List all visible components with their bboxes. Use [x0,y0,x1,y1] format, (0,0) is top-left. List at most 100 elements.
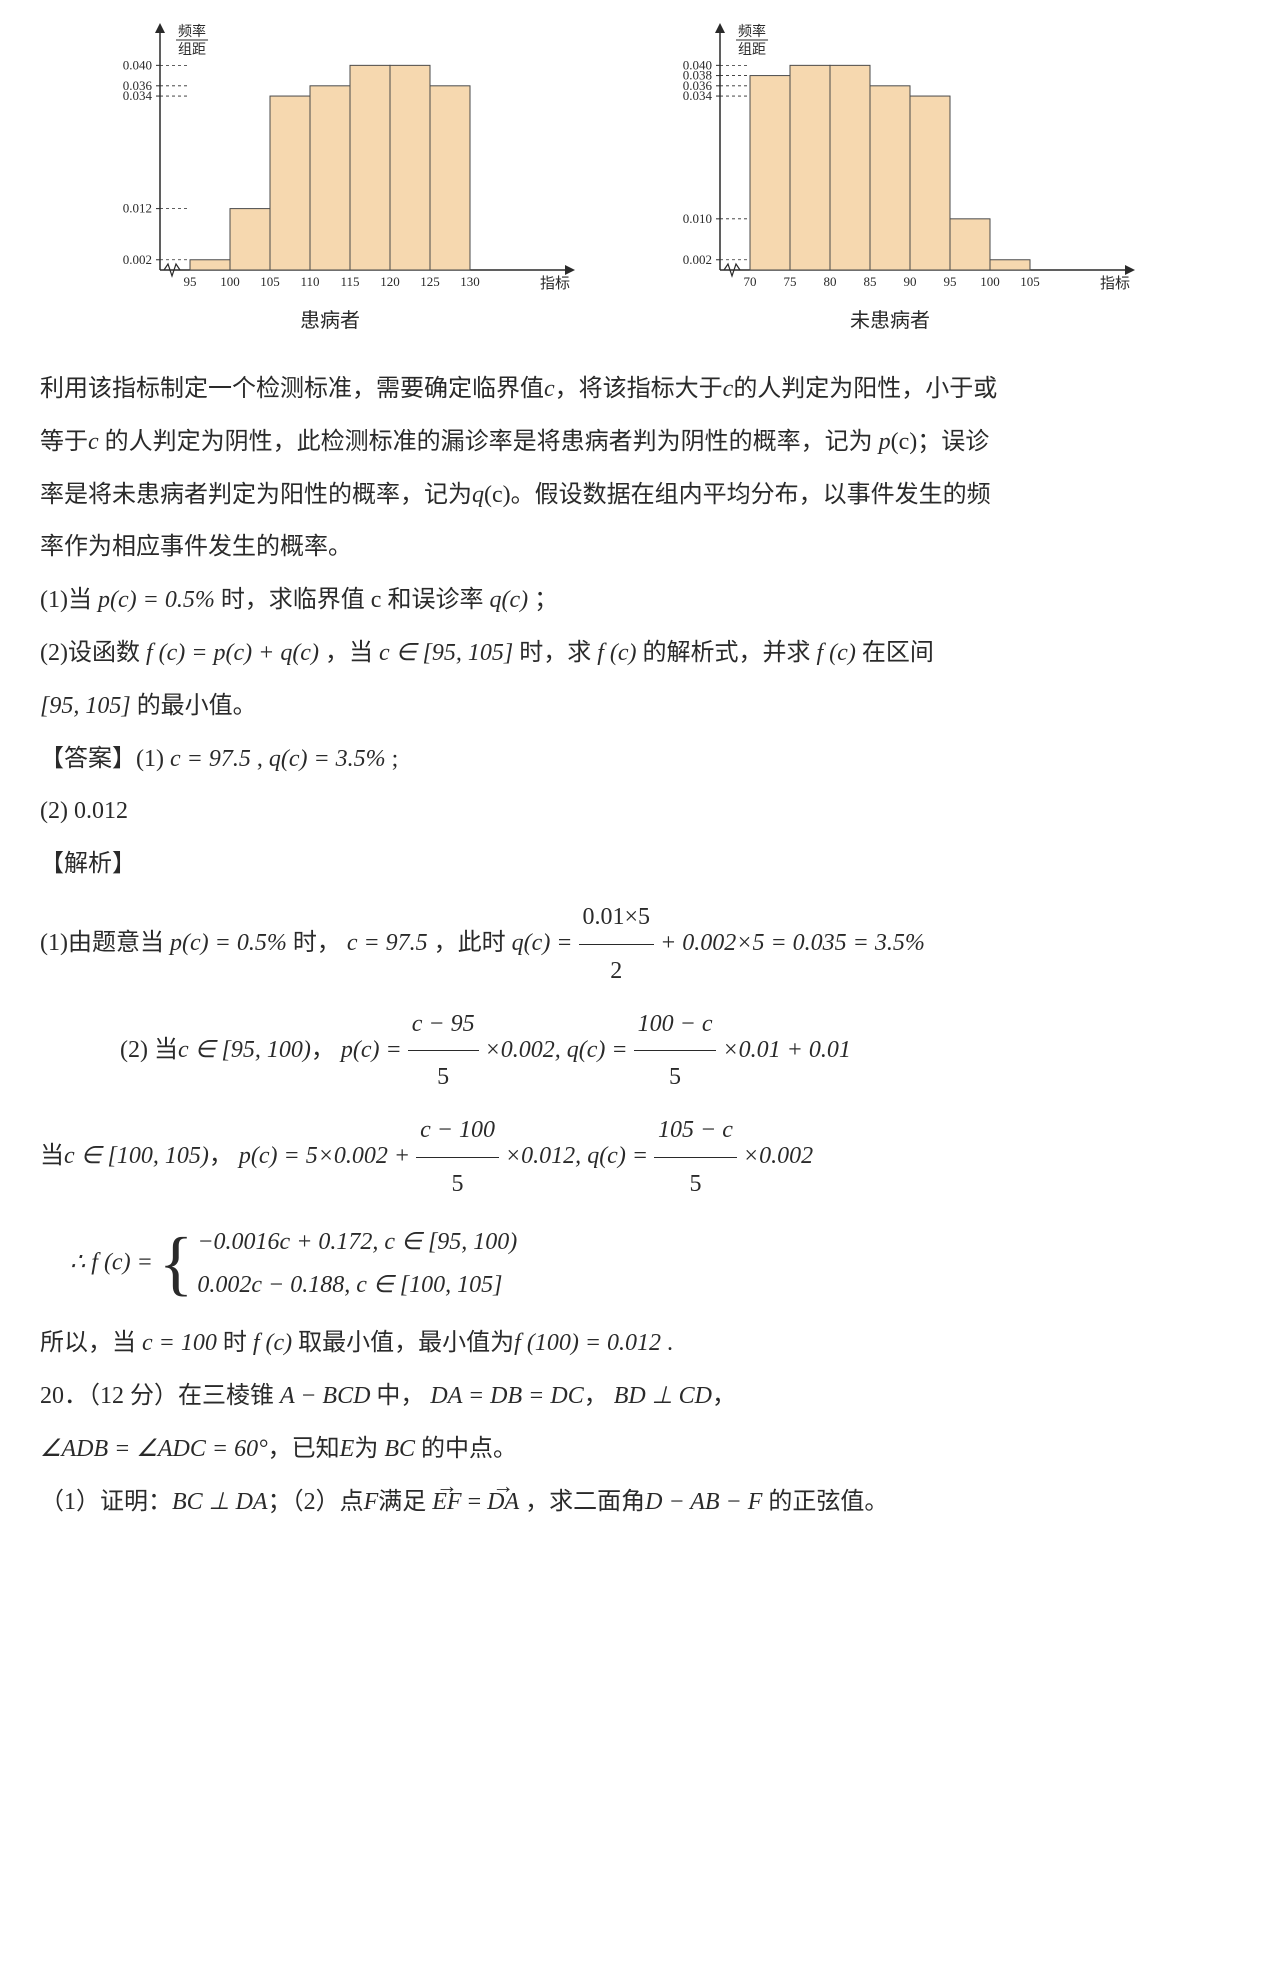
den: 2 [579,945,655,998]
t: 。假设数据在组内平均分布，以事件发生的频 [511,482,991,508]
expr: q(c) [483,587,534,613]
expr: c ∈ [100, 105) [64,1143,209,1169]
expr: q(c) = 3.5% [269,746,386,772]
question-2b: [95, 105] 的最小值。 [40,680,1240,733]
expr: p(c) = 0.5% [92,587,221,613]
expr: q(c) = [587,1143,654,1169]
case-1: −0.0016c + 0.172, c ∈ [95, 100) [197,1221,517,1264]
expr: ∴ f (c) = [70,1249,159,1275]
var-e: E [340,1436,355,1462]
expr: ×0.01 + 0.01 [722,1036,850,1062]
t: ，求二面角 [525,1489,645,1515]
fraction: 0.01×52 [579,891,655,998]
case-2: 0.002c − 0.188, c ∈ [100, 105] [197,1264,517,1307]
chart-right: 频率组距0.0020.0100.0340.0360.0380.040707580… [640,20,1140,333]
expr: q(c) = [506,930,579,956]
svg-text:指标: 指标 [1100,275,1130,292]
expr: D − AB − F [645,1489,762,1515]
t: 的人判定为阴性，此检测标准的漏诊率是将患病者判为阴性的概率，记为 [99,429,873,455]
t: 满足 [378,1489,426,1515]
t: 当 [40,1143,64,1169]
svg-text:90: 90 [904,274,917,289]
question-2: (2)设函数 f (c) = p(c) + q(c) ，当 c ∈ [95, 1… [40,627,1240,680]
question-1: (1)当 p(c) = 0.5% 时，求临界值 c 和误诊率 q(c) ； [40,574,1240,627]
t: 时，求 [519,640,591,666]
intro-line-2: 等于c 的人判定为阴性，此检测标准的漏诊率是将患病者判为阴性的概率，记为 p(c… [40,416,1240,469]
fraction: 100 − c5 [634,998,717,1105]
svg-text:105: 105 [1020,274,1040,289]
svg-text:110: 110 [300,274,319,289]
solution-label: 【解析】 [40,838,1240,891]
svg-text:85: 85 [864,274,877,289]
solution-2b: 当c ∈ [100, 105)， p(c) = 5×0.002 + c − 10… [40,1104,1240,1211]
t: ；误诊 [917,429,989,455]
chart-left: 频率组距0.0020.0120.0340.0360.04095100105110… [80,20,580,333]
svg-text:0.010: 0.010 [683,211,712,226]
fraction: c − 1005 [416,1104,499,1211]
var-c: c [88,429,99,455]
t: 20．（12 分）在三棱锥 [40,1383,274,1409]
svg-text:组距: 组距 [738,42,766,58]
t: 等于 [40,429,88,455]
svg-text:105: 105 [260,274,280,289]
svg-text:125: 125 [420,274,440,289]
expr: p(c) = [341,1036,408,1062]
piecewise-bracket: { −0.0016c + 0.172, c ∈ [95, 100) 0.002c… [159,1221,518,1307]
svg-text:130: 130 [460,274,480,289]
t: (2) 当 [120,1036,178,1062]
piecewise: ∴ f (c) = { −0.0016c + 0.172, c ∈ [95, 1… [40,1211,1240,1317]
t: 的人判定为阳性，小于或 [733,376,997,402]
den: 5 [408,1051,479,1104]
expr: p [873,429,891,455]
var-c: c [544,376,555,402]
label: 【答案】 [40,746,136,772]
expr: ×0.002, [485,1036,561,1062]
t: (2)设函数 [40,640,140,666]
chart-left-caption: 患病者 [300,304,360,333]
charts-row: 频率组距0.0020.0120.0340.0360.04095100105110… [40,20,1240,333]
t: 取最小值，最小值为 [298,1330,514,1356]
t: (1)由题意当 [40,930,164,956]
problem-20-l1: 20．（12 分）在三棱锥 A − BCD 中， DA = DB = DC， B… [40,1370,1240,1423]
t: 的最小值。 [137,693,257,719]
expr: BD ⊥ CD [614,1383,712,1409]
expr: DA = DB = DC [430,1383,583,1409]
expr: c ∈ [95, 105] [373,640,519,666]
num: 105 − c [654,1104,737,1158]
svg-text:0.040: 0.040 [123,57,152,72]
solution-2a: (2) 当c ∈ [95, 100)， p(c) = c − 955 ×0.00… [40,998,1240,1105]
t: 率是将未患病者判定为阳性的概率，记为 [40,482,472,508]
vector-da: →DA [487,1476,519,1529]
expr: ×0.012, [505,1143,581,1169]
t: 的正弦值。 [762,1489,888,1515]
t: 利用该指标制定一个检测标准，需要确定临界值 [40,376,544,402]
t: 所以，当 [40,1330,136,1356]
solution-end: 所以，当 c = 100 时 f (c) 取最小值，最小值为f (100) = … [40,1317,1240,1370]
arrow-icon: → [487,1463,519,1511]
t: （1）证明： [40,1489,172,1515]
den: 5 [634,1051,717,1104]
svg-text:0.036: 0.036 [123,78,153,93]
vector-ef: →EF [432,1476,461,1529]
problem-20-l2: ∠ADB = ∠ADC = 60°，已知E为 BC 的中点。 [40,1423,1240,1476]
t: ，此时 [434,930,506,956]
t: 时， [293,930,341,956]
svg-text:0.012: 0.012 [123,201,152,216]
expr: f (c) = p(c) + q(c) [140,640,325,666]
svg-text:0.002: 0.002 [683,252,712,267]
svg-text:115: 115 [340,274,359,289]
svg-text:频率: 频率 [178,23,206,40]
t: 的中点。 [421,1436,517,1462]
svg-text:100: 100 [980,274,1000,289]
solution-1: (1)由题意当 p(c) = 0.5% 时， c = 97.5 ，此时 q(c)… [40,891,1240,998]
t: (1)当 [40,587,92,613]
num: c − 100 [416,1104,499,1158]
expr: BC [378,1436,421,1462]
svg-text:70: 70 [744,274,757,289]
t: 中， [376,1383,424,1409]
svg-text:0.002: 0.002 [123,252,152,267]
expr: BC ⊥ DA [172,1489,268,1515]
answer-line-2: (2) 0.012 [40,785,1240,838]
svg-text:80: 80 [824,274,837,289]
expr: c = 100 [136,1330,223,1356]
